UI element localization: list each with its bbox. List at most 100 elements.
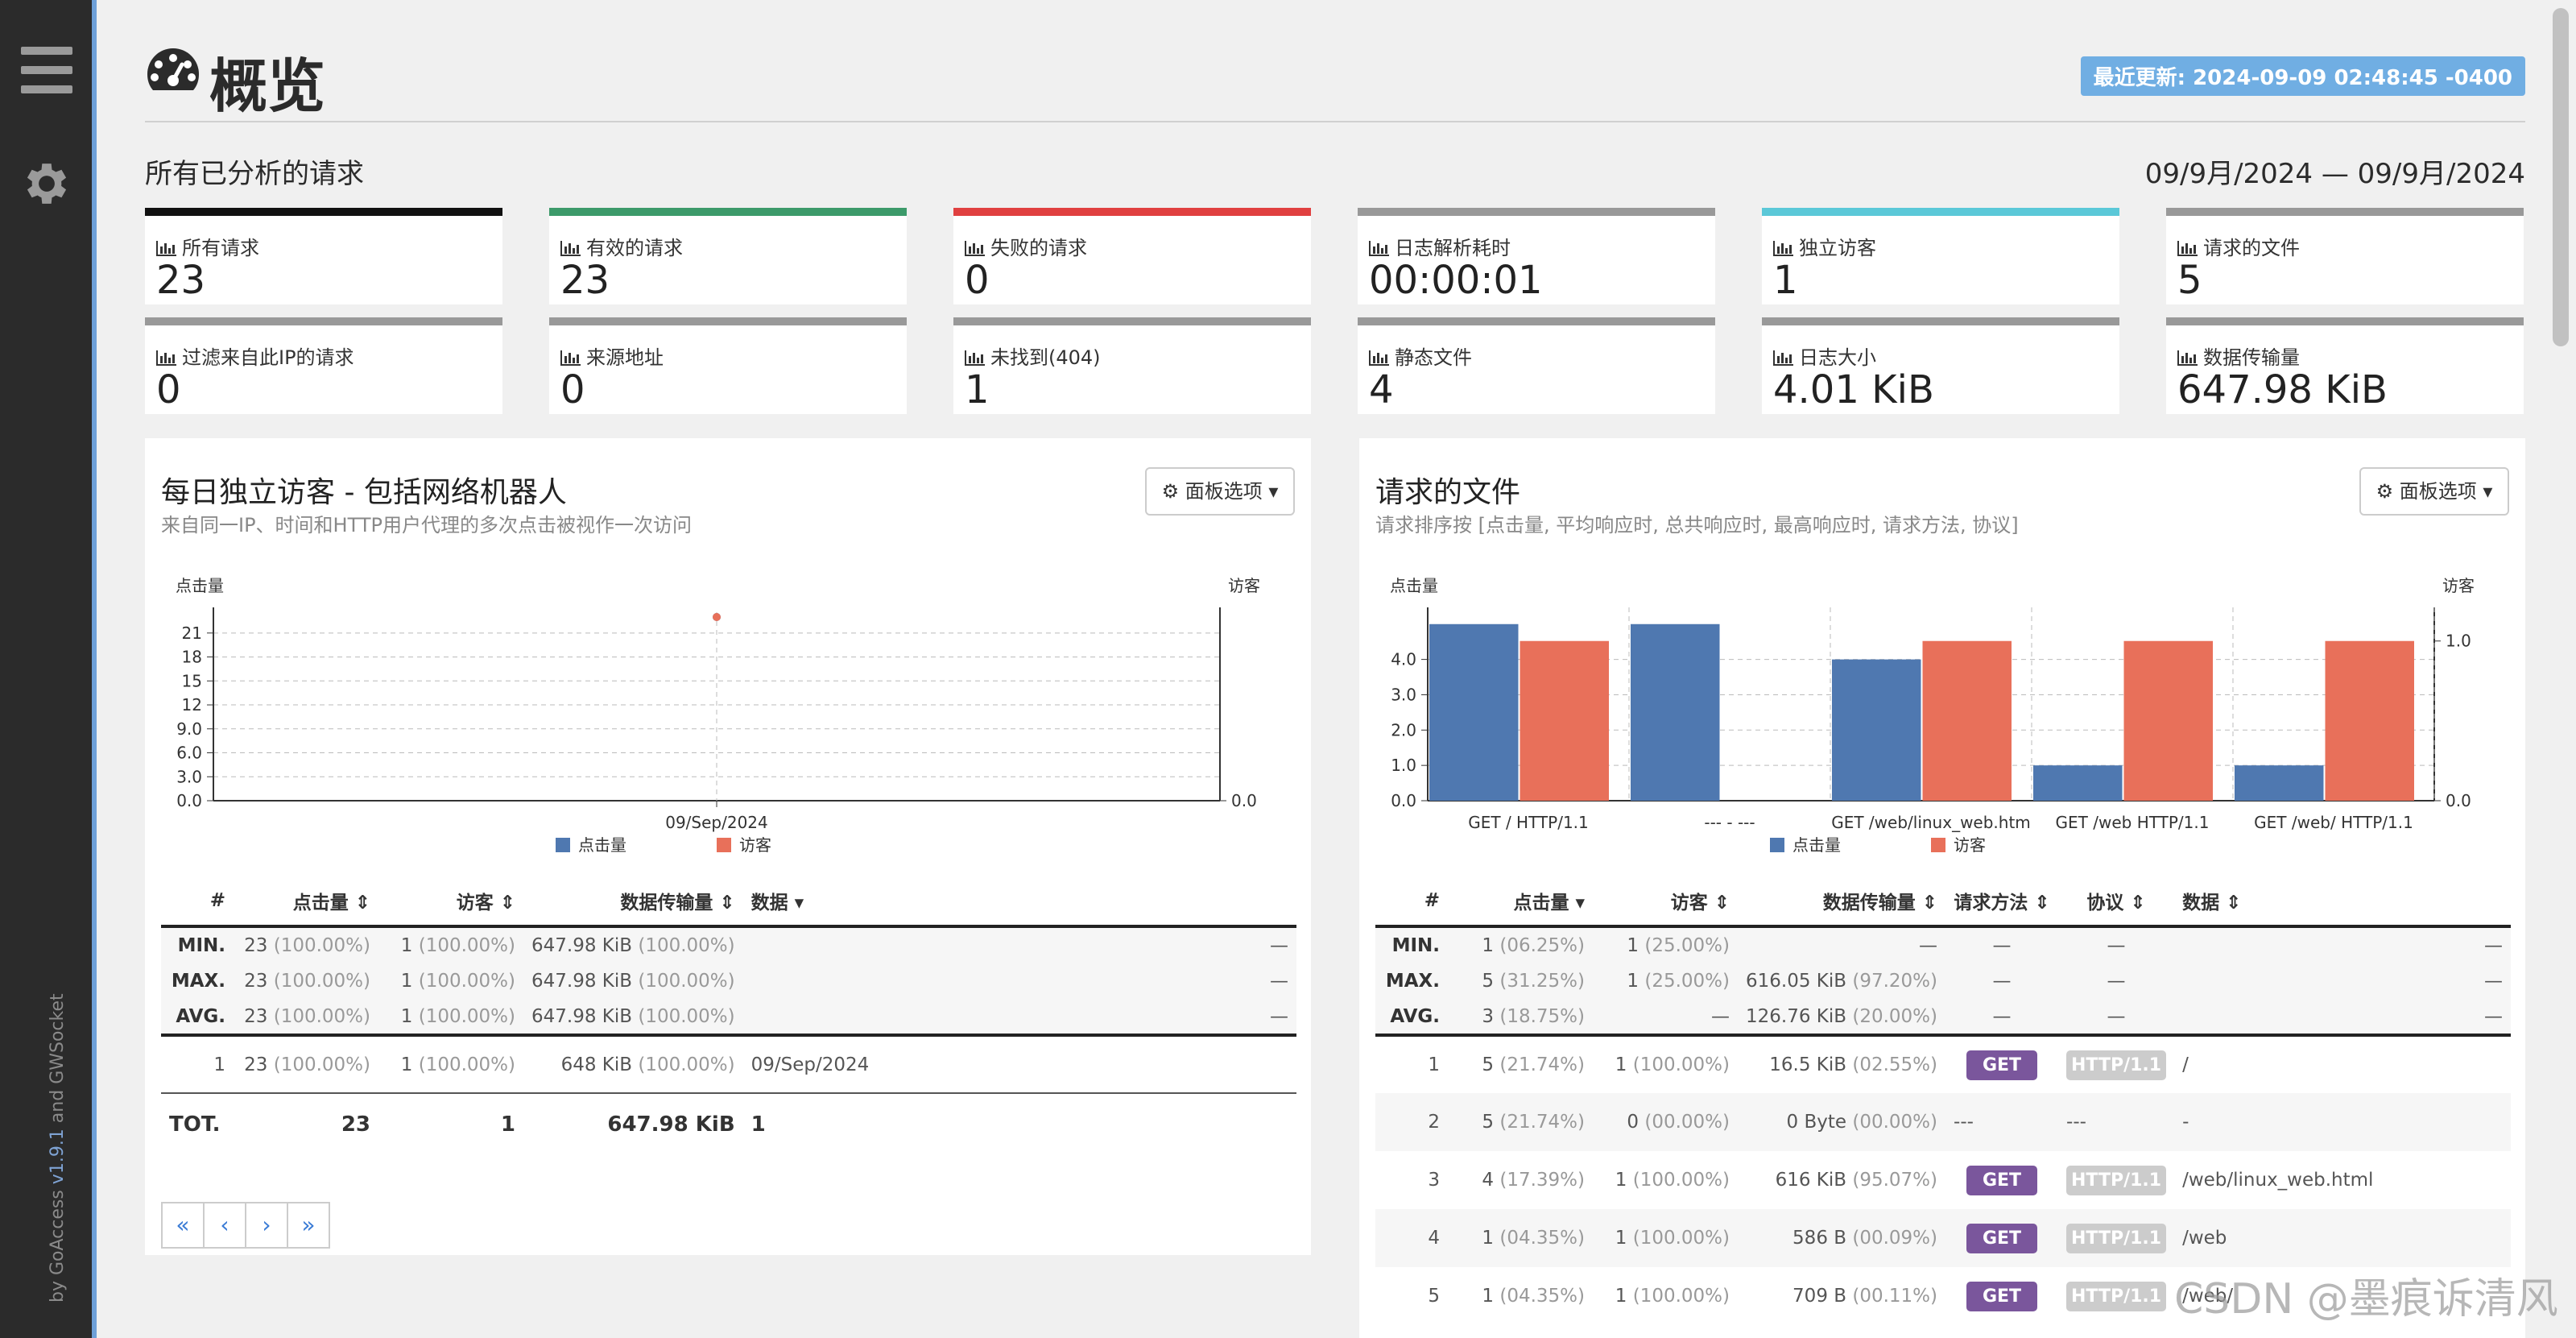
bar-chart-icon xyxy=(1369,241,1389,256)
cell-value: 4 xyxy=(1482,1170,1495,1191)
cell-value: 1 xyxy=(1482,934,1495,956)
cell-value: 647.98 KiB xyxy=(531,1005,633,1027)
bar-chart-icon xyxy=(965,350,985,366)
bar-visitors[interactable] xyxy=(2123,640,2214,801)
cell-protocol: — xyxy=(2058,926,2175,963)
stat-card-value: 647.98 KiB xyxy=(2177,367,2388,412)
col-method[interactable]: 请求方法 ⇕ xyxy=(1945,876,2059,928)
col-hits[interactable]: 点击量 ▾ xyxy=(1448,876,1593,928)
bar-chart-icon xyxy=(965,241,985,256)
col-hits[interactable]: 点击量 ⇕ xyxy=(234,876,378,928)
stat-card-label: 有效的请求 xyxy=(560,232,683,260)
col-bandwidth-label: 数据传输量 xyxy=(620,893,713,913)
cell-percent: (100.00%) xyxy=(418,934,515,956)
col-protocol[interactable]: 协议 ⇕ xyxy=(2058,876,2175,928)
bar-visitors[interactable] xyxy=(1520,640,1610,801)
panel-options-button[interactable]: ⚙ 面板选项 ▾ xyxy=(1145,467,1295,516)
metric-label: MIN. xyxy=(161,926,234,963)
cell-percent: (100.00%) xyxy=(638,934,735,956)
right-axis-label: 访客 xyxy=(2442,576,2475,595)
col-bandwidth[interactable]: 数据传输量 ⇕ xyxy=(1738,876,1946,928)
cell-percent: (21.74%) xyxy=(1499,1054,1585,1075)
cell-data: — xyxy=(2174,963,2511,999)
x-tick-label: 09/Sep/2024 xyxy=(665,813,768,832)
visitors-panel: 每日独立访客 - 包括网络机器人 来自同一IP、时间和HTTP用户代理的多次点击… xyxy=(145,438,1311,1255)
scrollbar-thumb[interactable] xyxy=(2553,8,2569,346)
legend-label[interactable]: 访客 xyxy=(739,835,771,855)
cell: 23 (100.00%) xyxy=(234,963,378,999)
y-tick-label: 18 xyxy=(182,648,202,667)
prev-page-button[interactable]: ‹ xyxy=(203,1202,246,1249)
bar-visitors[interactable] xyxy=(2325,640,2415,801)
col-bandwidth-label: 数据传输量 xyxy=(1822,893,1916,913)
col-visitors[interactable]: 访客 ⇕ xyxy=(378,876,523,928)
cell-method: — xyxy=(1945,963,2059,999)
stat-label-text: 独立访客 xyxy=(1799,237,1876,259)
page-scrollbar[interactable] xyxy=(2545,0,2576,1338)
protocol-badge: HTTP/1.1 xyxy=(2066,1165,2167,1195)
bar-chart-icon xyxy=(1773,241,1793,256)
cell-percent: (06.25%) xyxy=(1499,934,1585,956)
cell-data: /web xyxy=(2174,1209,2511,1267)
cell-percent: (04.35%) xyxy=(1499,1286,1585,1307)
y-tick-label: 2.0 xyxy=(1391,720,1416,739)
protocol-text: --- xyxy=(2066,1112,2086,1133)
section-title: 所有已分析的请求 xyxy=(145,158,364,190)
legend-label[interactable]: 访客 xyxy=(1954,835,1986,855)
total-label: TOT. xyxy=(161,1092,234,1154)
legend-swatch xyxy=(1931,838,1945,852)
credits-version-link[interactable]: v1.9.1 xyxy=(48,1129,68,1185)
cell: 616.05 KiB (97.20%) xyxy=(1738,963,1946,999)
bar-hits[interactable] xyxy=(2235,765,2324,801)
last-page-button[interactable]: » xyxy=(287,1202,330,1249)
cell-protocol: — xyxy=(2058,999,2175,1037)
y-tick-label: 0.0 xyxy=(176,791,202,810)
col-bandwidth[interactable]: 数据传输量 ⇕ xyxy=(523,876,743,928)
cell: 3 (18.75%) xyxy=(1448,999,1593,1037)
stat-card-value: 0 xyxy=(560,367,585,412)
cell-method: GET xyxy=(1945,1035,2058,1093)
bar-hits[interactable] xyxy=(1631,623,1720,801)
cell-data: — xyxy=(2174,926,2511,963)
left-axis-label: 点击量 xyxy=(1390,576,1438,595)
legend-label[interactable]: 点击量 xyxy=(578,835,626,855)
cell-value: 23 xyxy=(244,934,268,956)
next-page-button[interactable]: › xyxy=(245,1202,288,1249)
cell-value: 1 xyxy=(1615,1228,1627,1249)
legend-label[interactable]: 点击量 xyxy=(1792,835,1841,855)
method-badge: GET xyxy=(1966,1165,2038,1195)
hamburger-icon[interactable] xyxy=(21,47,72,97)
cell: 1 (04.35%) xyxy=(1448,1267,1593,1325)
bar-hits[interactable] xyxy=(1832,659,1921,801)
panel-options-button[interactable]: ⚙ 面板选项 ▾ xyxy=(2359,467,2509,516)
cell-data: — xyxy=(742,963,1296,999)
method-badge: GET xyxy=(1966,1223,2038,1253)
method-badge: GET xyxy=(1966,1281,2038,1311)
col-data[interactable]: 数据 ⇕ xyxy=(2174,876,2511,928)
cell: — xyxy=(1593,999,1738,1037)
col-data[interactable]: 数据 ▾ xyxy=(742,876,1296,928)
bar-chart-icon xyxy=(2177,350,2198,366)
data-point-visitors[interactable] xyxy=(713,613,721,621)
gear-icon[interactable] xyxy=(19,156,74,211)
metric-row: MAX. 5 (31.25%) 1 (25.00%) 616.05 KiB (97.2… xyxy=(1375,963,2511,999)
first-page-button[interactable]: « xyxy=(161,1202,205,1249)
cell-value: 16.5 KiB xyxy=(1769,1054,1847,1075)
bar-visitors[interactable] xyxy=(1922,640,2012,801)
y-tick-label: 3.0 xyxy=(176,767,202,786)
cell-value: 647.98 KiB xyxy=(531,934,633,956)
y2-tick-label: 1.0 xyxy=(2446,632,2471,651)
stat-card-label: 未找到(404) xyxy=(965,342,1101,370)
cell-protocol: HTTP/1.1 xyxy=(2058,1267,2174,1325)
total-hits: 23 xyxy=(234,1092,378,1154)
table-row[interactable]: 1 23 (100.00%) 1 (100.00%) 648 KiB (100.00%… xyxy=(161,1035,1296,1093)
col-visitors[interactable]: 访客 ⇕ xyxy=(1593,876,1738,928)
bar-hits[interactable] xyxy=(1429,623,1519,801)
bar-hits[interactable] xyxy=(2033,765,2123,801)
visitors-chart: 点击量 访客0.03.06.09.0121518210.009/Sep/2024点… xyxy=(176,576,1260,855)
